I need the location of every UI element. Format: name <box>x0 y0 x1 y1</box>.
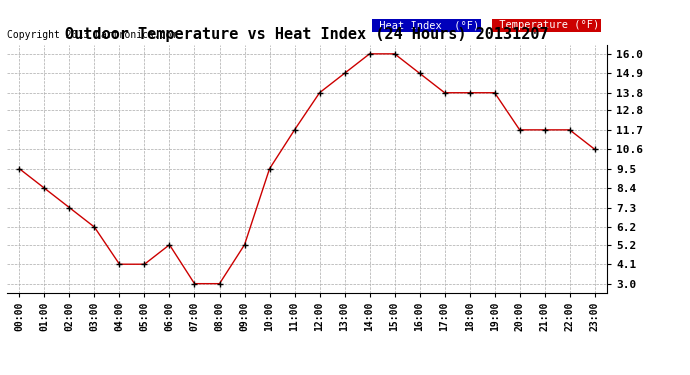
Text: Temperature (°F): Temperature (°F) <box>493 20 600 30</box>
Title: Outdoor Temperature vs Heat Index (24 Hours) 20131207: Outdoor Temperature vs Heat Index (24 Ho… <box>66 27 549 42</box>
Text: Copyright 2013 Cartronics.com: Copyright 2013 Cartronics.com <box>7 30 177 40</box>
Text: Heat Index  (°F): Heat Index (°F) <box>373 20 480 30</box>
